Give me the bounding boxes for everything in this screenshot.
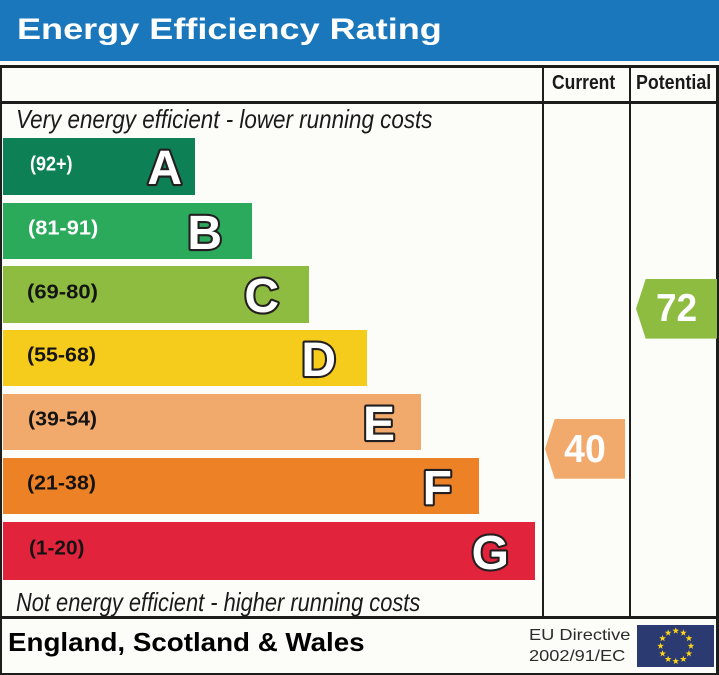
svg-text:A: A: [148, 142, 183, 194]
svg-text:B: B: [187, 207, 222, 259]
svg-text:F: F: [422, 462, 451, 514]
svg-text:C: C: [244, 270, 279, 322]
svg-text:G: G: [472, 527, 509, 579]
svg-text:E: E: [363, 398, 395, 450]
svg-text:D: D: [301, 334, 336, 386]
